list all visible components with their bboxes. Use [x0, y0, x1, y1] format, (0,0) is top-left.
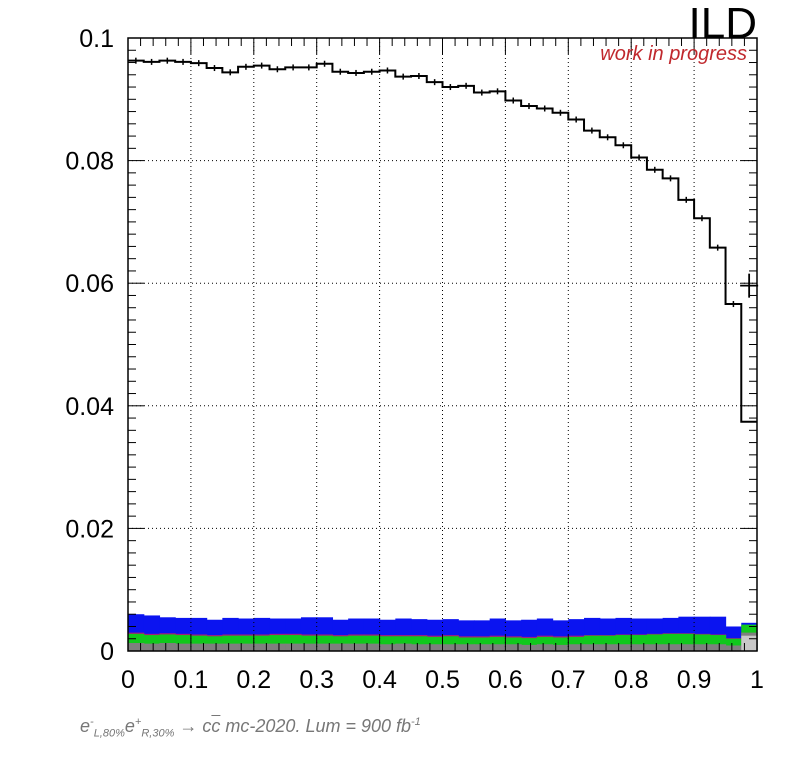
- stack-bar-gray: [521, 644, 538, 651]
- x-tick-label: 0.7: [551, 666, 586, 694]
- stack-bar-gray: [332, 643, 349, 651]
- stack-bar-gray: [536, 644, 554, 651]
- stack-bar-gray: [473, 644, 491, 651]
- x-tick-label: 0.3: [299, 666, 334, 694]
- process-caption: e-L,80%e+R,30% → cc mc-2020. Lum = 900 f…: [80, 716, 421, 740]
- stack-bar-gray: [694, 644, 711, 651]
- axis-ticks: [127, 37, 758, 652]
- background-stack: [128, 614, 758, 651]
- stack-bar-gray: [442, 644, 459, 651]
- stack-bar-gray: [662, 644, 679, 651]
- x-tick-label: 0: [121, 666, 135, 694]
- stack-bar-gray: [646, 644, 664, 651]
- stack-bar-gray: [128, 643, 145, 651]
- x-tick-label: 0.5: [425, 666, 460, 694]
- stack-bar-gray: [725, 645, 742, 651]
- stack-bar-gray: [552, 644, 569, 651]
- status-label: work in progress: [600, 43, 747, 65]
- caption-arrow: →: [179, 716, 198, 736]
- stack-bar-gray: [411, 644, 428, 651]
- stack-bar-gray: [175, 643, 192, 651]
- stack-bar-gray: [584, 644, 601, 651]
- axis-tick-labels: 0 0.1 0.2 0.3 0.4 0.5 0.6 0.7 0.8 0.9 1 0 0.02 0.04 0.…: [65, 25, 764, 694]
- signal-histogram-line: [128, 59, 757, 423]
- stack-bar-gray: [395, 643, 412, 651]
- caption-electron-charge: -: [90, 716, 94, 728]
- y-tick-label: 0: [100, 638, 114, 666]
- stack-bar-gray: [458, 644, 475, 651]
- stack-bar-gray: [379, 644, 396, 651]
- stack-bar-gray: [190, 643, 208, 651]
- y-tick-label: 0.08: [65, 148, 114, 176]
- y-tick-label: 0.1: [79, 25, 114, 53]
- x-tick-label: 0.9: [677, 666, 712, 694]
- y-tick-label: 0.04: [65, 393, 114, 421]
- stack-bar-gray: [505, 644, 522, 651]
- caption-positron-polarization: R,30%: [141, 727, 175, 740]
- stack-bar-gray: [300, 643, 318, 651]
- stack-bar-gray: [599, 644, 617, 651]
- x-tick-label: 0.6: [488, 666, 523, 694]
- x-tick-label: 1: [750, 666, 764, 694]
- stack-bar-gray: [426, 644, 444, 651]
- grid-lines: [128, 38, 757, 651]
- x-tick-label: 0.1: [174, 666, 209, 694]
- stack-bar-gray: [238, 643, 255, 651]
- stack-bar-gray: [253, 643, 271, 651]
- caption-quark: c: [202, 716, 212, 736]
- signal-error-bars: [135, 57, 759, 308]
- stack-bar-gray: [363, 643, 381, 651]
- stack-bar-gray: [316, 643, 334, 651]
- caption-antiquark: c: [211, 716, 221, 736]
- stack-bar-gray: [489, 644, 506, 651]
- y-tick-label: 0.06: [65, 270, 114, 298]
- x-tick-label: 0.4: [362, 666, 397, 694]
- stack-bar-gray: [269, 643, 286, 651]
- caption-sample-lumi: mc-2020. Lum = 900 fb: [220, 716, 412, 736]
- caption-positron: e: [124, 716, 135, 736]
- stack-bar-gray: [615, 644, 632, 651]
- caption-positron-charge: +: [134, 716, 142, 728]
- stack-bar-gray: [285, 643, 302, 651]
- stack-bar-gray: [206, 643, 223, 651]
- experiment-label: ILD: [689, 0, 757, 48]
- stack-bar-gray: [709, 644, 727, 651]
- x-tick-label: 0.8: [614, 666, 649, 694]
- plot-frame: [127, 37, 758, 652]
- stack-bar-gray: [159, 643, 176, 651]
- stack-bar-gray: [143, 643, 161, 651]
- stack-bar-gray: [568, 644, 585, 651]
- stack-bar-gray: [678, 644, 695, 651]
- y-tick-label: 0.02: [65, 515, 114, 543]
- stack-bar-gray: [631, 644, 648, 651]
- caption-electron-polarization: L,80%: [93, 727, 125, 740]
- stack-bar-lightgray: [741, 635, 758, 651]
- caption-electron: e: [80, 716, 91, 736]
- stack-bar-gray: [222, 643, 239, 651]
- caption-lumi-exponent: -1: [411, 716, 421, 728]
- stack-bar-gray: [348, 643, 365, 651]
- x-tick-label: 0.2: [236, 666, 271, 694]
